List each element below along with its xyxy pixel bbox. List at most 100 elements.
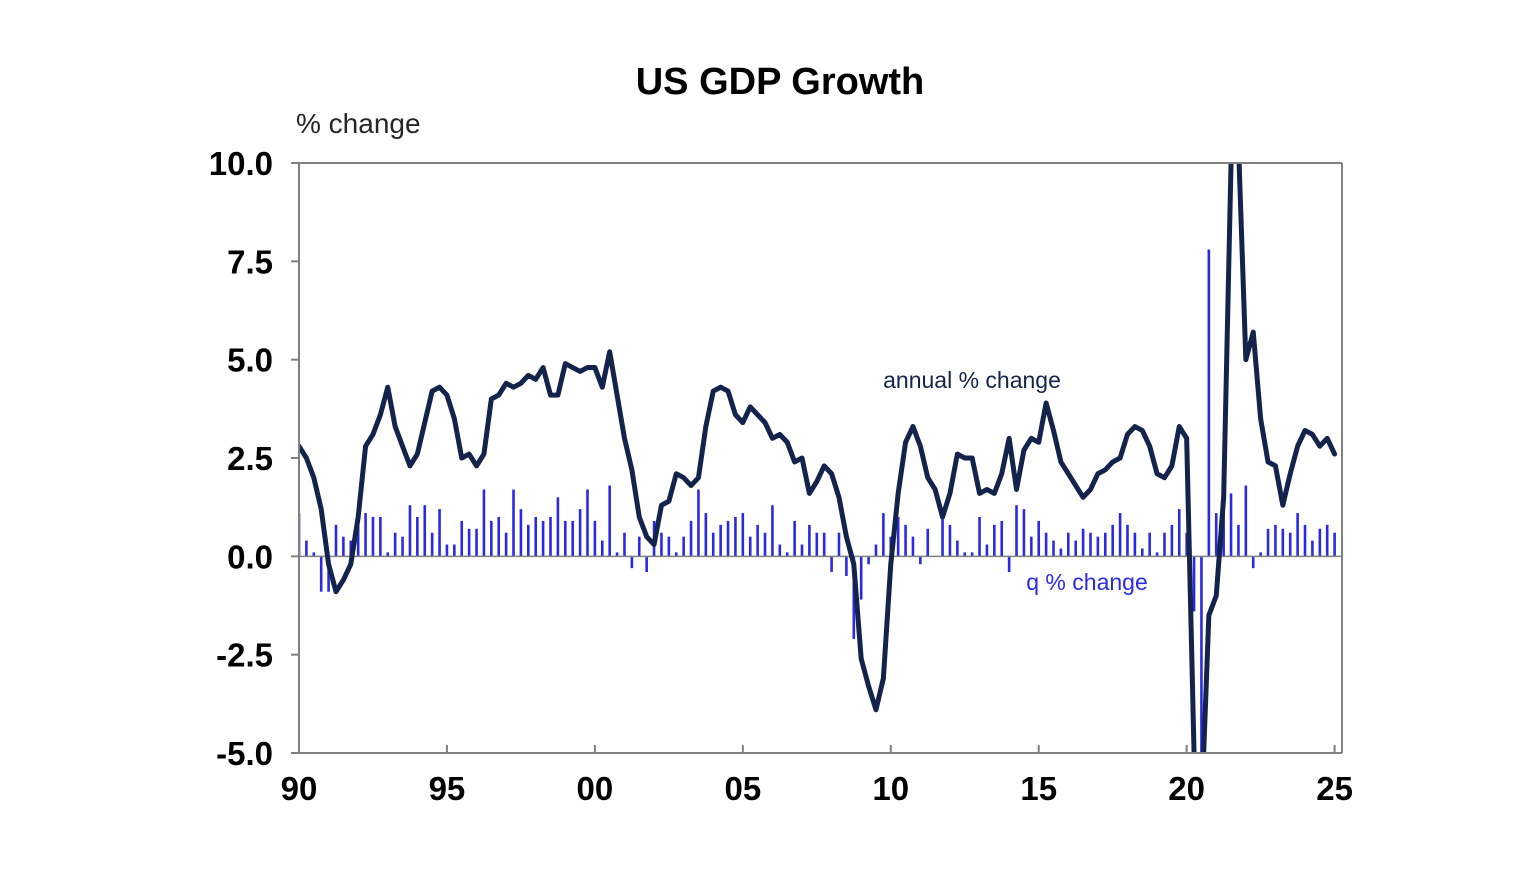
x-tick-label: 05 <box>724 770 761 807</box>
quarterly-bar <box>867 556 870 565</box>
quarterly-bar <box>763 532 767 557</box>
quarterly-bar <box>874 544 878 557</box>
quarterly-bar <box>401 536 404 557</box>
quarterly-bar <box>512 489 515 557</box>
quarterly-bar <box>1089 532 1092 557</box>
quarterly-bar <box>1126 524 1129 557</box>
quarterly-bar <box>519 509 523 557</box>
quarterly-bar <box>600 540 604 557</box>
quarterly-bar <box>608 485 611 557</box>
y-tick-label: 0.0 <box>227 538 273 575</box>
quarterly-bar <box>734 517 737 557</box>
quarterly-bar <box>645 556 648 573</box>
quarterly-bar <box>1000 520 1004 557</box>
quarterly-bar <box>956 540 959 557</box>
quarterly-bar <box>719 524 722 557</box>
quarterly-bar <box>327 556 330 592</box>
quarterly-bar <box>305 540 308 557</box>
quarterly-bar <box>808 524 811 557</box>
quarterly-bar <box>771 505 774 557</box>
quarterly-bar <box>1140 548 1144 557</box>
quarterly-bar <box>534 517 538 557</box>
quarterly-bar <box>970 552 974 557</box>
quarterly-bar <box>1229 493 1233 557</box>
quarterly-bar <box>660 532 663 557</box>
y-tick-label: 2.5 <box>227 440 273 477</box>
quarterly-bar <box>1044 532 1048 557</box>
quarterly-bar <box>556 497 560 557</box>
y-tick-label: 10.0 <box>209 145 273 182</box>
quarterly-bar <box>756 524 759 557</box>
annual-change-line <box>299 162 1338 754</box>
x-tick-label: 00 <box>577 770 614 807</box>
quarterly-bar <box>467 528 471 557</box>
quarterly-bar <box>674 552 678 557</box>
chart-title: US GDP Growth <box>636 61 925 103</box>
quarterly-bar <box>1037 520 1041 557</box>
quarterly-bar <box>1244 485 1248 557</box>
quarterly-bar <box>741 513 745 557</box>
quarterly-bar <box>800 544 804 557</box>
quarterly-bar <box>615 552 619 557</box>
quarterly-bar <box>1281 528 1285 557</box>
quarterly-bar <box>985 544 989 557</box>
quarterly-bar <box>859 556 863 600</box>
quarterly-bar <box>904 524 907 557</box>
quarterly-bar <box>1015 505 1018 557</box>
quarterly-bar <box>1192 556 1196 612</box>
quarterly-bar <box>785 552 789 557</box>
quarterly-bar <box>497 517 501 557</box>
quarterly-bar <box>993 524 996 557</box>
quarterly-bar <box>1296 513 1299 557</box>
quarterly-bar <box>430 532 434 557</box>
quarterly-bar <box>623 532 626 557</box>
quarterly-bar <box>1118 513 1122 557</box>
quarterly-bar <box>1288 532 1292 557</box>
quarterly-bar <box>1111 524 1114 557</box>
quarterly-bar <box>1059 548 1063 557</box>
x-tick-label: 20 <box>1168 770 1205 807</box>
quarterly-bar <box>704 513 708 557</box>
quarterly-bar <box>586 489 589 557</box>
quarterly-bar <box>963 552 967 557</box>
quarterly-bar <box>1266 528 1270 557</box>
quarterly-bar <box>1333 532 1336 557</box>
quarterly-bar <box>830 556 833 573</box>
quarterly-bar <box>882 513 885 557</box>
x-ticks: 90 95 00 05 10 15 20 25 <box>281 745 1353 807</box>
quarterly-bar <box>1103 532 1107 557</box>
x-tick-label: 25 <box>1316 770 1353 807</box>
quarterly-bar <box>571 520 574 557</box>
quarterly-bar <box>1022 509 1026 557</box>
quarterly-bar <box>364 513 367 557</box>
y-tick-label: 7.5 <box>227 243 273 280</box>
y-tick-label: -2.5 <box>216 637 273 674</box>
y-tick-label: 5.0 <box>227 342 273 379</box>
annual-series-label: annual % change <box>883 367 1061 393</box>
quarterly-bar <box>948 524 952 557</box>
quarterly-bar <box>453 544 456 557</box>
quarterly-bar <box>926 528 930 557</box>
quarterly-bar <box>319 556 323 592</box>
x-tick-label: 90 <box>281 770 318 807</box>
quarterly-bar <box>445 544 449 557</box>
quarterly-bar <box>1303 524 1307 557</box>
quarterly-bar <box>564 520 567 557</box>
quarterly-bar <box>1170 524 1174 557</box>
quarterly-bar <box>793 520 796 557</box>
quarterly-bar <box>1007 556 1011 573</box>
quarterly-bar <box>312 552 316 557</box>
quarterly-bar <box>423 505 427 557</box>
quarterly-bar <box>978 517 981 557</box>
quarterly-bar <box>416 517 419 557</box>
quarterly-bar <box>1133 532 1137 557</box>
quarterly-bar <box>460 520 464 557</box>
quarterly-bar <box>1325 524 1329 557</box>
quarterly-bar <box>822 532 826 557</box>
y-tick-label: -5.0 <box>216 735 273 772</box>
quarterly-bar <box>1251 556 1255 569</box>
quarterly-bar <box>527 524 530 557</box>
quarterly-bar <box>1318 528 1322 557</box>
quarterly-bar <box>919 556 922 565</box>
